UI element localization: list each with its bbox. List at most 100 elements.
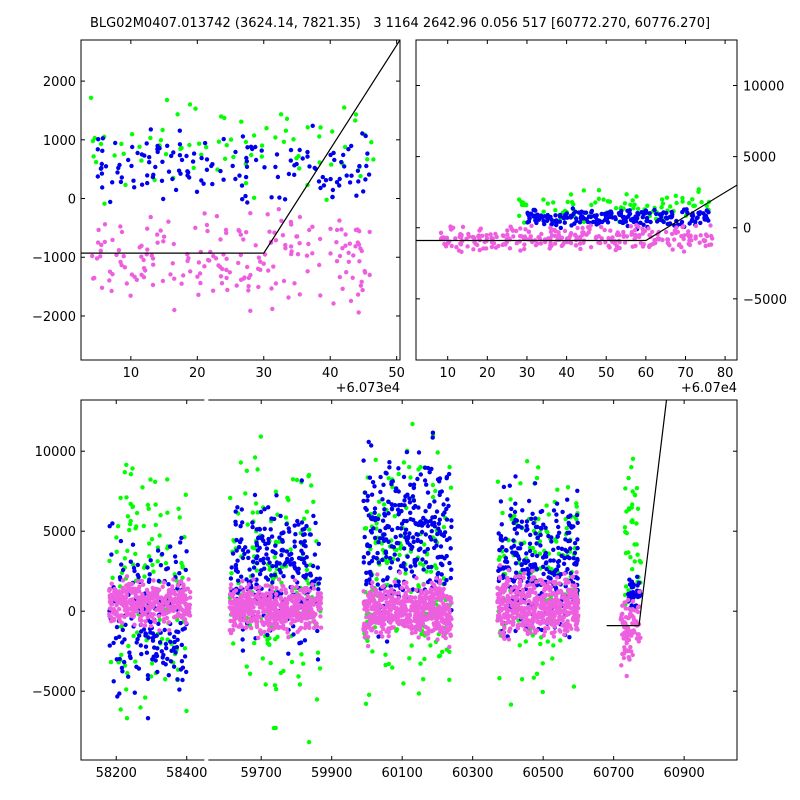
data-point <box>379 597 384 603</box>
data-point <box>669 215 674 220</box>
data-point <box>273 135 278 140</box>
data-point <box>163 677 168 682</box>
data-point <box>308 607 314 612</box>
data-point <box>531 613 537 618</box>
data-point <box>555 590 560 596</box>
data-point <box>687 200 692 206</box>
data-point <box>242 616 248 622</box>
data-point <box>296 566 301 571</box>
data-point <box>506 637 512 642</box>
data-point <box>517 643 522 648</box>
data-point <box>233 176 238 182</box>
data-point <box>538 509 543 515</box>
data-point <box>377 528 383 534</box>
data-point <box>398 546 403 551</box>
data-point <box>568 590 573 595</box>
data-point <box>504 620 509 626</box>
data-point <box>417 627 423 633</box>
data-point <box>164 97 170 103</box>
data-point <box>267 598 272 604</box>
data-point <box>379 604 385 609</box>
data-point <box>274 152 280 157</box>
data-point <box>413 614 418 619</box>
data-point <box>605 220 611 225</box>
data-point <box>567 555 572 561</box>
data-point <box>684 207 689 212</box>
data-point <box>251 616 256 622</box>
data-point <box>126 585 132 590</box>
data-point <box>100 148 105 153</box>
data-point <box>392 514 397 519</box>
data-point <box>149 661 155 666</box>
data-point <box>228 495 233 501</box>
data-point <box>114 252 119 258</box>
data-point <box>273 164 278 170</box>
data-point <box>409 643 414 648</box>
data-point <box>183 587 189 592</box>
data-point <box>137 633 142 638</box>
data-point <box>546 575 551 580</box>
data-point <box>347 241 352 246</box>
data-point <box>311 586 317 591</box>
data-point <box>187 610 192 615</box>
data-point <box>619 663 624 668</box>
data-point <box>407 542 413 548</box>
data-point <box>315 657 321 662</box>
data-point <box>172 634 177 640</box>
data-point <box>637 589 642 594</box>
data-point <box>107 269 113 274</box>
data-point <box>161 196 166 202</box>
data-point <box>532 549 538 555</box>
data-point <box>608 228 613 233</box>
data-point <box>204 145 209 150</box>
data-point <box>110 180 115 185</box>
data-point <box>389 502 394 507</box>
data-point <box>296 570 301 576</box>
data-point <box>135 562 140 568</box>
data-point <box>139 622 144 627</box>
data-point <box>107 614 112 619</box>
data-point <box>292 172 297 177</box>
data-point <box>218 168 223 174</box>
data-point <box>343 243 348 248</box>
data-point <box>514 531 520 536</box>
data-point <box>355 292 361 297</box>
data-point <box>386 539 391 544</box>
data-point <box>441 502 446 507</box>
data-point <box>223 227 229 233</box>
data-point <box>258 628 263 633</box>
data-point <box>555 598 560 603</box>
data-point <box>273 281 279 286</box>
data-point <box>129 613 134 619</box>
data-point <box>244 159 249 164</box>
data-point <box>394 540 400 546</box>
data-point <box>493 245 499 250</box>
data-point <box>386 661 391 667</box>
data-point <box>527 216 532 221</box>
data-point <box>123 182 128 188</box>
data-point <box>473 241 478 246</box>
data-point <box>267 609 273 614</box>
data-point <box>275 634 280 640</box>
data-point <box>435 477 441 482</box>
data-point <box>233 562 239 568</box>
data-point <box>343 232 348 237</box>
data-point <box>402 531 408 536</box>
data-point <box>268 527 273 532</box>
data-point <box>573 622 578 628</box>
data-point <box>239 507 244 512</box>
data-point <box>166 219 171 224</box>
data-point <box>149 537 155 542</box>
data-point <box>502 615 507 620</box>
data-point <box>114 599 120 604</box>
data-point <box>653 240 658 246</box>
data-point <box>532 585 537 591</box>
data-point <box>117 634 122 639</box>
data-point <box>421 521 427 526</box>
data-point <box>275 616 280 622</box>
data-point <box>353 118 358 123</box>
data-point <box>254 561 260 566</box>
data-point <box>365 493 371 499</box>
data-point <box>537 577 542 583</box>
data-point <box>553 609 559 615</box>
